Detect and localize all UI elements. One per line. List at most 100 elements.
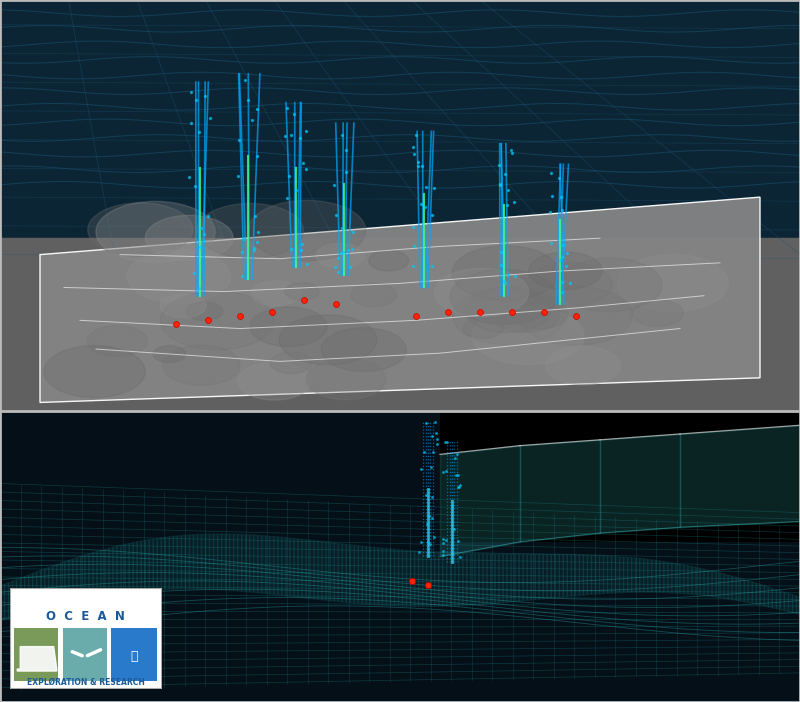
Point [297, 157, 310, 168]
Point [426, 210, 438, 221]
Point [290, 185, 302, 196]
Point [556, 277, 569, 288]
Point [406, 261, 419, 272]
Point [564, 278, 577, 289]
Point [570, 310, 582, 322]
Point [507, 197, 520, 208]
Point [294, 244, 307, 255]
Point [252, 227, 265, 238]
Point [198, 235, 210, 246]
Point [555, 204, 568, 216]
Point [414, 463, 427, 475]
Circle shape [250, 307, 327, 347]
Point [337, 246, 350, 258]
Point [502, 185, 515, 196]
Circle shape [527, 263, 612, 306]
Point [556, 286, 569, 297]
Point [236, 271, 249, 282]
Point [281, 192, 294, 204]
Point [247, 244, 260, 256]
Circle shape [452, 246, 559, 300]
Point [194, 241, 207, 252]
Point [506, 307, 518, 318]
Point [426, 260, 438, 271]
Point [494, 259, 507, 270]
Point [251, 103, 264, 114]
Point [287, 108, 300, 119]
Point [448, 524, 461, 535]
Point [505, 145, 518, 156]
Point [426, 491, 439, 503]
Point [237, 233, 250, 244]
Point [199, 90, 212, 101]
Point [170, 319, 182, 330]
Point [202, 211, 214, 222]
Point [497, 276, 510, 287]
Circle shape [558, 258, 662, 312]
Circle shape [96, 201, 215, 263]
Circle shape [321, 328, 406, 371]
Circle shape [186, 302, 222, 321]
Point [198, 228, 210, 239]
Bar [63, 628, 107, 681]
Point [451, 449, 464, 460]
Circle shape [510, 299, 568, 329]
Circle shape [127, 250, 230, 303]
Point [422, 536, 434, 547]
Text: 🤿: 🤿 [130, 650, 138, 663]
Circle shape [160, 294, 206, 318]
Circle shape [251, 281, 300, 306]
Point [446, 501, 458, 512]
Circle shape [248, 200, 366, 260]
Point [327, 180, 340, 191]
Point [450, 470, 462, 481]
Point [300, 164, 313, 175]
Point [426, 512, 438, 524]
Point [546, 190, 558, 201]
Point [251, 150, 264, 161]
Point [345, 243, 358, 254]
Point [494, 246, 507, 258]
Point [242, 94, 255, 105]
Point [554, 254, 566, 265]
Point [335, 223, 348, 234]
Point [545, 168, 558, 179]
Point [238, 74, 251, 86]
Point [193, 126, 206, 137]
Bar [111, 628, 157, 681]
Point [410, 310, 422, 322]
Point [501, 200, 514, 211]
Point [560, 260, 573, 272]
Circle shape [618, 254, 729, 312]
Circle shape [351, 284, 397, 307]
Point [553, 173, 566, 184]
Circle shape [279, 314, 377, 365]
Point [556, 240, 569, 251]
Point [425, 430, 438, 442]
Point [331, 266, 344, 277]
Point [449, 452, 462, 463]
Point [234, 310, 246, 322]
Point [334, 248, 347, 259]
Point [538, 307, 550, 318]
Point [474, 307, 486, 318]
Circle shape [529, 252, 602, 290]
Point [247, 242, 260, 253]
Point [298, 294, 310, 305]
Point [561, 247, 574, 258]
Point [281, 102, 294, 114]
Point [195, 223, 208, 234]
Point [340, 144, 353, 155]
Point [192, 282, 205, 293]
Point [202, 314, 214, 326]
Point [422, 580, 434, 591]
Point [414, 536, 427, 548]
Text: EXPLØRATION & RESEARCH: EXPLØRATION & RESEARCH [26, 677, 145, 687]
Point [408, 148, 421, 159]
Point [182, 171, 195, 183]
Point [452, 536, 465, 547]
Point [410, 129, 422, 140]
Point [430, 428, 442, 439]
Circle shape [546, 346, 621, 385]
Point [437, 533, 450, 544]
